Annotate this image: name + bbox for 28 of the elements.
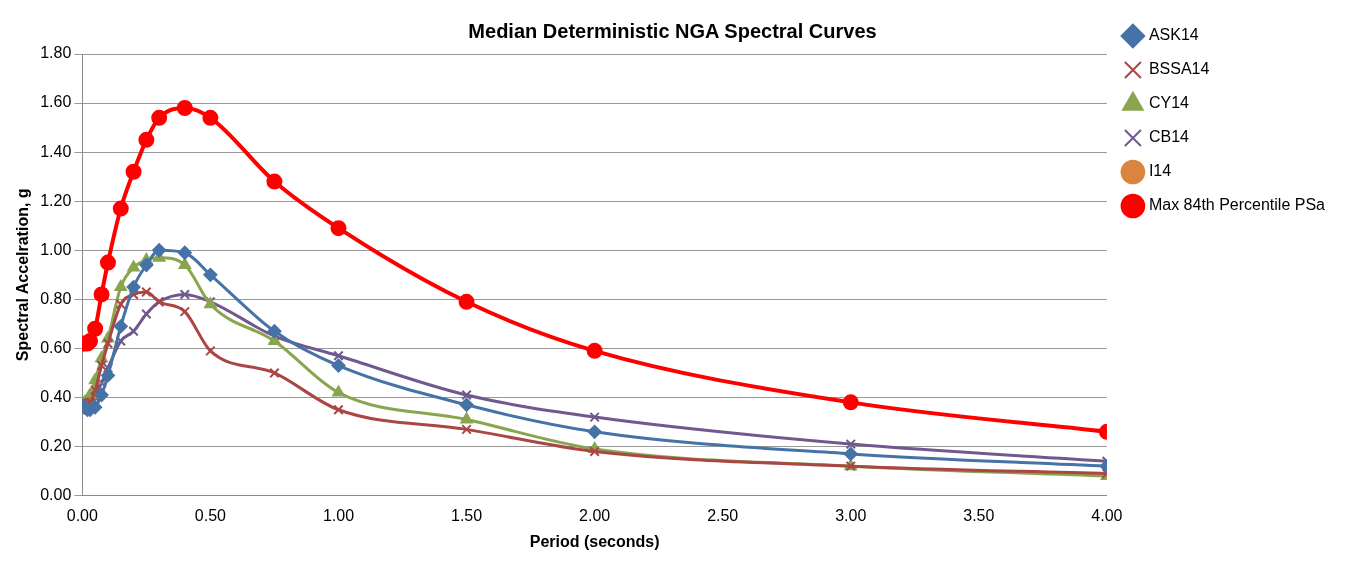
x-tick-label: 1.00	[322, 506, 355, 524]
y-tick-label: 0.20	[40, 436, 72, 454]
y-tick-label: 0.40	[40, 387, 72, 405]
y-tick-label: 1.60	[40, 93, 72, 111]
legend-label: BSSA14	[1148, 60, 1210, 78]
y-tick-label: 0.00	[40, 486, 72, 504]
y-tick-label: 1.00	[40, 240, 72, 258]
y-tick-label: 0.80	[40, 289, 72, 307]
legend-label: ASK14	[1148, 26, 1199, 44]
legend-label: CY14	[1148, 94, 1190, 112]
x-tick-label: 3.50	[963, 506, 995, 524]
y-tick-label: 1.40	[40, 142, 72, 160]
x-axis-title: Period (seconds)	[529, 532, 660, 550]
y-tick-label: 1.20	[40, 191, 72, 209]
y-tick-label: 0.60	[40, 338, 72, 356]
x-tick-label: 4.00	[1091, 506, 1123, 524]
x-tick-label: 2.50	[707, 506, 739, 524]
x-tick-label: 2.00	[579, 506, 611, 524]
x-tick-label: 0.00	[66, 506, 99, 524]
x-tick-label: 1.50	[450, 506, 483, 524]
x-tick-label: 3.00	[835, 506, 867, 524]
y-tick-label: 1.80	[40, 44, 72, 62]
legend-label: Max 84th Percentile PSa	[1148, 196, 1326, 214]
legend-label: I14	[1148, 162, 1172, 180]
x-tick-label: 0.50	[194, 506, 227, 524]
y-axis-title: Spectral Accelration, g	[14, 188, 32, 362]
chart-title: Median Deterministic NGA Spectral Curves	[468, 19, 877, 42]
legend-label: CB14	[1148, 128, 1190, 146]
